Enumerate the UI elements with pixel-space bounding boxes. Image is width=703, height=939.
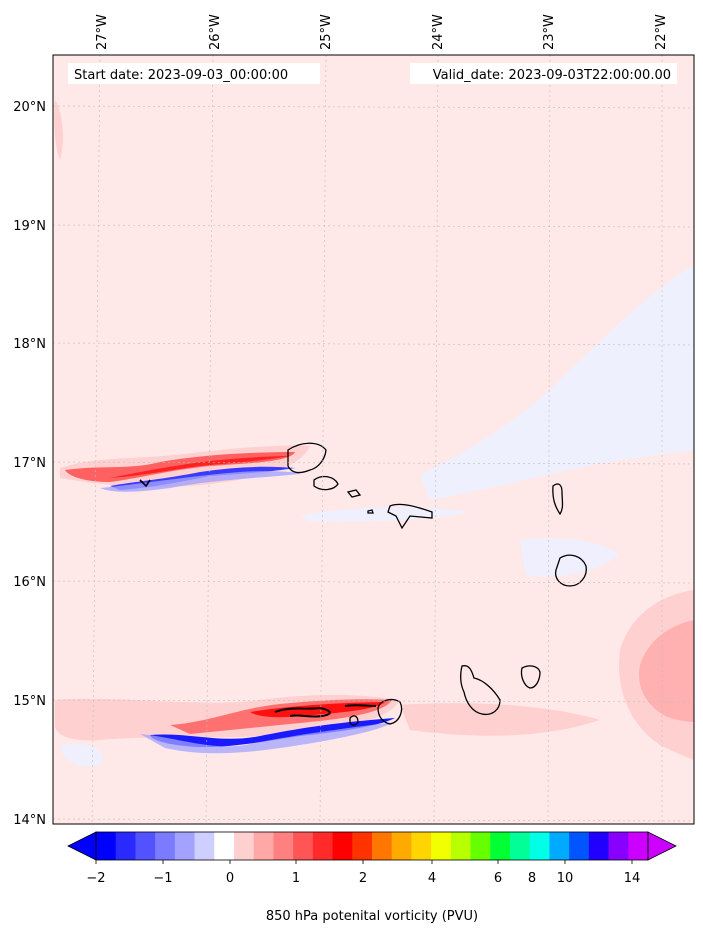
island-sal (552, 483, 564, 516)
cbar-tick-label: 8 (528, 871, 536, 886)
cbar-tick-label: 2 (359, 871, 367, 886)
cbar-tick-label: 14 (624, 871, 641, 886)
colorbar-segment (174, 832, 196, 860)
colorbar-segment (431, 832, 452, 860)
contour-north-small (139, 479, 151, 488)
lon-label-27w: 27°W (95, 14, 110, 50)
colorbar-segment (372, 832, 393, 860)
colorbar-segment (234, 832, 255, 860)
island-maio (520, 665, 541, 689)
northern-band-core (110, 456, 290, 478)
colorbar-tick-labels: −2 −1 0 1 2 4 6 8 10 14 (86, 871, 640, 886)
valid-date-label: Valid_date: 2023-09-03T22:00:00.00 (433, 68, 671, 83)
colorbar-segment (529, 832, 550, 860)
start-date-label: Start date: 2023-09-03_00:00:00 (74, 68, 288, 83)
colorbar-ticks (95, 860, 633, 864)
island-outlines (139, 442, 587, 726)
colorbar-segment (411, 832, 432, 860)
contour-south-2 (344, 704, 377, 707)
colorbar-segment (155, 832, 176, 860)
colorbar-segment (588, 832, 610, 860)
colorbar-segment (490, 832, 511, 860)
weak-negative-region-southwest (60, 743, 103, 767)
cbar-tick-label: −2 (86, 871, 105, 886)
valid-date-box (410, 63, 677, 84)
start-date-box (68, 63, 320, 84)
colorbar-segment (96, 832, 117, 860)
colorbar-segments (96, 832, 649, 860)
colorbar-segment (352, 832, 373, 860)
map-frame (52, 54, 695, 825)
map-plot-area (53, 55, 694, 824)
southern-band-negative-halo (140, 722, 395, 754)
cbar-tick-label: 6 (494, 871, 502, 886)
colorbar-max-extension (647, 831, 677, 861)
island-fogo (377, 698, 403, 725)
island-santo-antao (287, 442, 327, 474)
lat-label-16n: 16°N (13, 575, 46, 590)
lat-label-18n: 18°N (13, 337, 46, 352)
lon-label-26w: 26°W (208, 14, 223, 50)
colorbar-segment (332, 832, 353, 860)
island-brava (349, 715, 359, 726)
colorbar-segment (549, 832, 570, 860)
lon-label-23w: 23°W (542, 14, 557, 50)
lat-label-19n: 19°N (13, 219, 46, 234)
colorbar-segment (628, 832, 649, 860)
island-boa-vista (554, 554, 587, 587)
positive-patch-south-band (400, 703, 600, 736)
colorbar-segment (115, 832, 136, 860)
latitude-labels: 20°N 19°N 18°N 17°N 16°N 15°N 14°N (13, 100, 46, 828)
positive-patch-west-edge (54, 100, 63, 160)
northern-band-negative-halo (100, 471, 300, 492)
lon-label-25w: 25°W (319, 14, 334, 50)
colorbar-min-extension (67, 831, 97, 861)
island-santa-luzia (346, 489, 362, 498)
colorbar-label: 850 hPa potenital vorticity (PVU) (266, 909, 478, 924)
island-islet (367, 509, 374, 514)
colorbar-segment (450, 832, 472, 860)
island-sao-vicente (313, 475, 339, 491)
colorbar-segment (510, 832, 531, 860)
southern-band-negative (150, 718, 395, 748)
island-santiago (460, 665, 501, 716)
lat-label-17n: 17°N (13, 456, 46, 471)
colorbar-frame (95, 831, 649, 861)
colorbar-segment (569, 832, 590, 860)
colorbar-segment (253, 832, 274, 860)
colorbar-segment (608, 832, 629, 860)
island-sao-nicolau (387, 503, 433, 530)
lon-label-22w: 22°W (654, 14, 669, 50)
colorbar-segment (470, 832, 491, 860)
contour-south-1 (274, 706, 331, 718)
cbar-tick-label: 0 (226, 871, 234, 886)
colorbar-segment (391, 832, 412, 860)
colorbar-segment (273, 832, 294, 860)
colorbar-segment (194, 832, 215, 860)
colorbar: −2 −1 0 1 2 4 6 8 10 14 850 hPa potenita… (67, 831, 677, 924)
weak-negative-region-south (520, 538, 620, 577)
lat-label-15n: 15°N (13, 694, 46, 709)
lon-label-24w: 24°W (431, 14, 446, 50)
cbar-tick-label: 10 (557, 871, 574, 886)
positive-core-southeast (639, 620, 694, 722)
lat-label-20n: 20°N (13, 100, 46, 115)
cbar-tick-label: 4 (428, 871, 436, 886)
cbar-tick-label: 1 (292, 871, 300, 886)
colorbar-segment (293, 832, 314, 860)
lat-label-14n: 14°N (13, 813, 46, 828)
longitude-labels: 27°W 26°W 25°W 24°W 23°W 22°W (95, 14, 669, 50)
colorbar-segment (135, 832, 156, 860)
weak-negative-region-northeast (420, 265, 694, 500)
graticule (53, 55, 694, 824)
colorbar-segment (214, 832, 235, 860)
cbar-tick-label: −1 (153, 871, 172, 886)
colorbar-segment (312, 832, 334, 860)
